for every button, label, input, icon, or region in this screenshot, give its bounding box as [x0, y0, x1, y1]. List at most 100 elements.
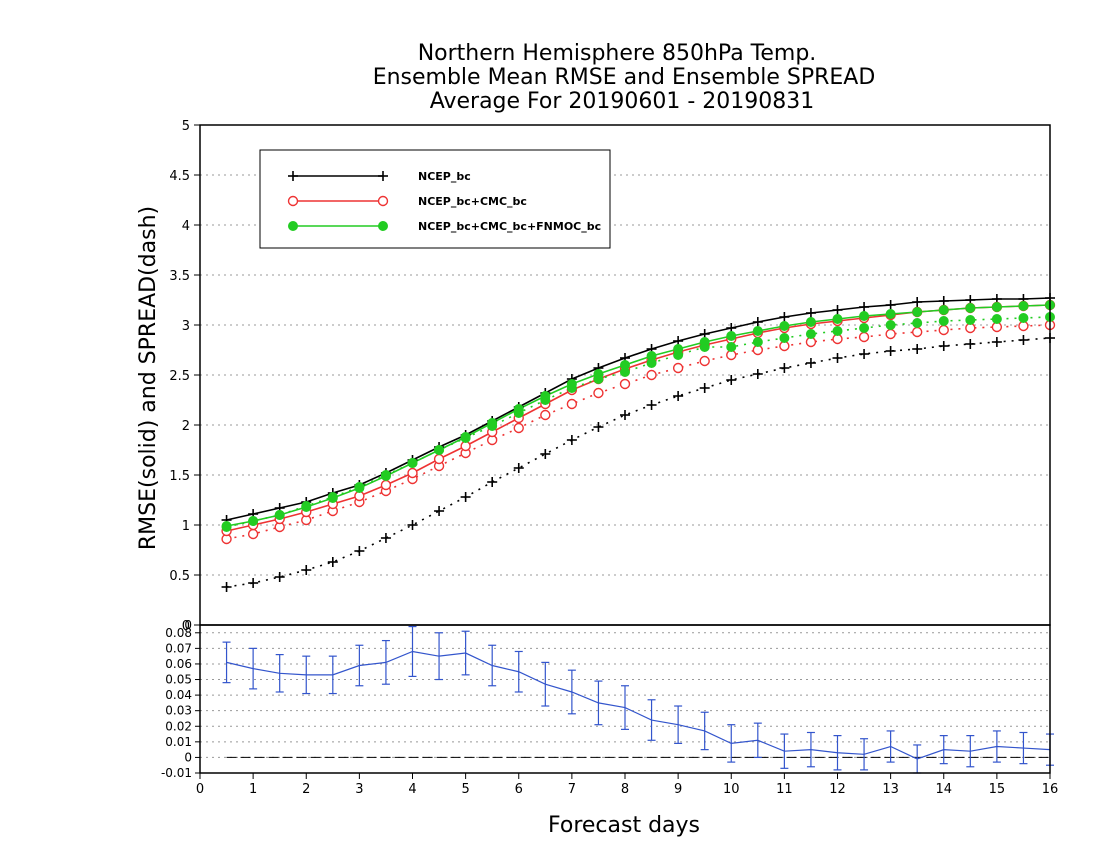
series-ncep-bc-cmc-bc-fnmoc-bc-spread-point [938, 316, 949, 326]
bottom-y-tick-label: 0.01 [165, 735, 192, 749]
error-bar [913, 744, 922, 774]
y-tick-label: 4 [182, 219, 190, 234]
series-ncep-bc-rmse-point [832, 305, 843, 315]
series-ncep-bc-spread-point [274, 572, 285, 582]
series-ncep-bc-cmc-bc-spread-point [247, 528, 259, 540]
x-tick-label: 4 [408, 782, 416, 797]
x-axis-ticks: 0 1 2 3 4 5 6 7 8 9 10 11 12 13 14 15 16 [196, 773, 1058, 797]
series-ncep-bc-rmse-point [938, 296, 949, 306]
series-ncep-bc-cmc-bc-rmse-line [226, 304, 1051, 532]
series-ncep-bc-spread-point [965, 339, 976, 349]
error-bar [514, 650, 523, 693]
legend-marker-ncep-bc [288, 171, 298, 181]
chart-title-line-3: Average For 20190601 - 20190831 [430, 89, 815, 114]
series-ncep-bc-cmc-bc-spread-point [911, 326, 923, 338]
x-tick-label: 6 [515, 782, 523, 797]
x-tick-label: 9 [674, 782, 682, 797]
x-tick-label: 5 [461, 782, 469, 797]
legend-box [259, 149, 611, 249]
series-ncep-bc-cmc-bc-spread-point [858, 331, 870, 343]
series-ncep-bc-cmc-bc-fnmoc-bc-rmse-point [832, 314, 843, 324]
series-ncep-bc-cmc-bc-spread-point [646, 369, 657, 381]
series-ncep-bc-cmc-bc-fnmoc-bc-rmse-point [726, 331, 737, 341]
series-ncep-bc-rmse-point [779, 312, 790, 322]
bottom-y-tick-label: 0.02 [165, 719, 192, 733]
error-bar [753, 722, 762, 759]
error-bar [806, 731, 815, 768]
series-ncep-bc-cmc-bc-spread-point [619, 378, 631, 390]
series-ncep-bc-spread-point [859, 349, 870, 359]
error-bar [860, 738, 869, 771]
x-axis-label: Forecast days [548, 813, 700, 838]
error-bar [381, 639, 390, 685]
series-ncep-bc-cmc-bc-rmse-point [380, 479, 392, 491]
error-bar [302, 655, 311, 695]
error-bar [355, 644, 364, 687]
series-ncep-bc-rmse-point [752, 317, 763, 327]
series-ncep-bc-spread-point [327, 557, 338, 567]
series-ncep-bc-cmc-bc-spread-point [513, 422, 524, 434]
error-bar [992, 730, 1001, 763]
error-bar [541, 661, 550, 707]
x-tick-label: 1 [249, 782, 257, 797]
error-bar [594, 680, 603, 726]
series-ncep-bc-cmc-bc-fnmoc-bc-rmse-point [487, 418, 498, 428]
y-tick-label: 5 [182, 119, 190, 134]
top-panel-y-ticks: 0 0.5 1 1.5 2 2.5 3 3.5 4 4.5 5 [169, 119, 200, 634]
series-ncep-bc-cmc-bc-fnmoc-bc-spread-point [1018, 313, 1029, 323]
error-bar [780, 733, 789, 769]
error-bar [674, 705, 683, 745]
series-ncep-bc-spread-point [434, 506, 445, 516]
x-tick-label: 13 [882, 782, 899, 797]
x-tick-label: 7 [568, 782, 576, 797]
error-bar [488, 644, 497, 687]
series-ncep-bc-cmc-bc-fnmoc-bc-rmse-point [221, 521, 232, 531]
top-panel-series [221, 293, 1056, 592]
error-bar [833, 735, 842, 771]
bottom-y-tick-label: 0.08 [165, 626, 192, 640]
x-tick-label: 0 [196, 782, 204, 797]
series-ncep-bc-spread-point [593, 422, 604, 432]
legend-marker-ncep-bc [378, 171, 388, 181]
series-ncep-bc-cmc-bc-fnmoc-bc-rmse-point [620, 360, 630, 370]
series-ncep-bc-spread-point [832, 353, 843, 363]
series-ncep-bc-spread-point [673, 391, 684, 401]
series-ncep-bc-spread-point [991, 337, 1002, 347]
series-ncep-bc-cmc-bc-fnmoc-bc-rmse-point [593, 369, 604, 379]
series-ncep-bc-cmc-bc-fnmoc-bc-rmse-point [540, 391, 551, 401]
series-ncep-bc-cmc-bc-fnmoc-bc-rmse-point [885, 309, 896, 319]
series-ncep-bc-cmc-bc-fnmoc-bc-rmse-point [752, 326, 763, 336]
series-ncep-bc-rmse-point [885, 300, 896, 310]
series-ncep-bc-cmc-bc-fnmoc-bc-rmse-point [434, 445, 445, 455]
series-ncep-bc-cmc-bc-spread-point [566, 398, 578, 410]
series-ncep-bc-cmc-bc-fnmoc-bc-spread-point [752, 337, 763, 347]
y-tick-label: 0.5 [169, 569, 190, 584]
series-ncep-bc-rmse-point [805, 308, 816, 318]
series-ncep-bc-cmc-bc-fnmoc-bc-spread-point [832, 326, 843, 336]
bottom-panel-y-ticks: -0.01 00.01 0.020.03 0.040.05 0.06 0.070.08 [161, 626, 200, 780]
bottom-y-tick-label: 0.04 [165, 688, 192, 702]
legend-label-ncep-bc-cmc-bc-fnmoc-bc: NCEP_bc+CMC_bc+FNMOC_bc [418, 220, 601, 233]
series-ncep-bc-cmc-bc-fnmoc-bc-rmse-point [938, 305, 949, 315]
series-ncep-bc-cmc-bc-fnmoc-bc-spread-point [779, 333, 790, 343]
series-ncep-bc-rmse-line [226, 297, 1051, 521]
series-ncep-bc-spread-point [221, 582, 232, 592]
legend-marker-ncep-bc-cmc-bc-fnmoc-bc [288, 221, 298, 231]
y-tick-label: 1.5 [169, 469, 190, 484]
error-bar [966, 735, 975, 768]
legend-label-ncep-bc: NCEP_bc [418, 170, 471, 183]
series-ncep-bc-spread-point [805, 358, 816, 368]
series-ncep-bc-cmc-bc-fnmoc-bc-rmse-point [248, 516, 259, 526]
y-tick-label: 3 [182, 319, 190, 334]
error-bar [222, 641, 231, 684]
y-tick-label: 4.5 [169, 169, 190, 184]
error-bar [408, 625, 417, 678]
legend-marker-ncep-bc-cmc-bc [287, 195, 299, 207]
error-bar [647, 699, 656, 741]
error-bar [621, 685, 629, 730]
x-tick-label: 14 [935, 782, 952, 797]
series-ncep-bc-cmc-bc-fnmoc-bc-rmse-point [354, 483, 365, 493]
bottom-panel-top-label: 0 [184, 618, 192, 632]
series-ncep-bc-cmc-bc-spread-point [540, 409, 551, 421]
y-tick-label: 1 [182, 519, 190, 534]
